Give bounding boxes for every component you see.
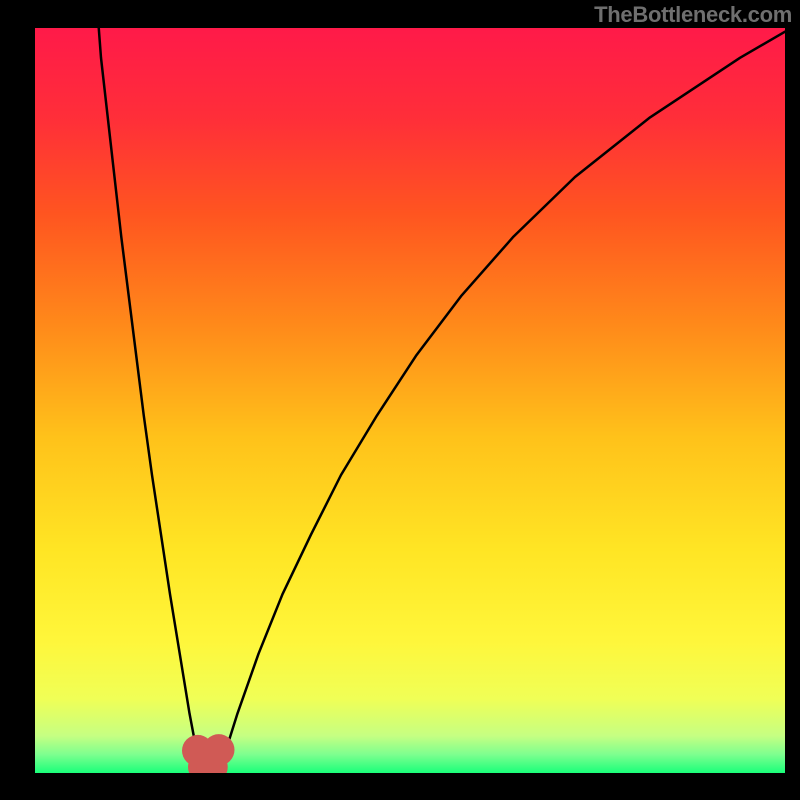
chart-svg [35,28,785,773]
markers-group [182,734,235,773]
watermark-text: TheBottleneck.com [594,2,792,28]
marker-dot [203,734,235,766]
canvas: TheBottleneck.com [0,0,800,800]
plot-area [35,28,785,773]
gradient-background [35,28,785,773]
